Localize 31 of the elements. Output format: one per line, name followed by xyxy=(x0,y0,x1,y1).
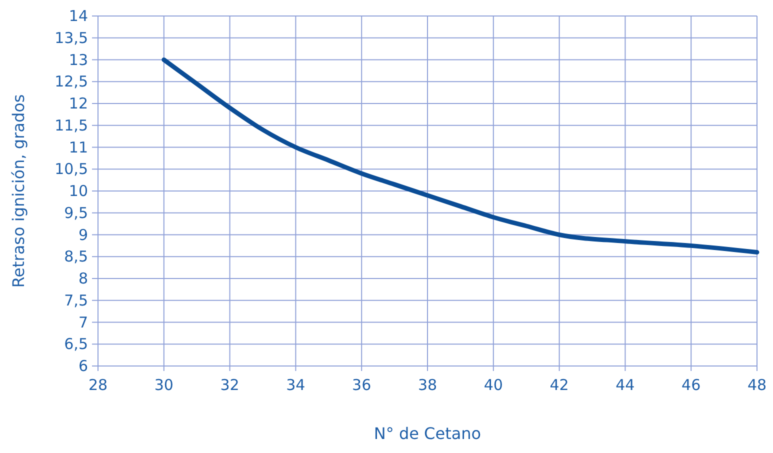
y-tick-label: 9 xyxy=(78,226,88,244)
line-series xyxy=(162,58,760,254)
y-tick-label: 13 xyxy=(68,50,88,69)
x-tick-label: 36 xyxy=(352,376,372,394)
y-tick-label: 6,5 xyxy=(64,335,88,354)
x-tick-label: 42 xyxy=(550,376,569,394)
y-tick-label: 12 xyxy=(68,94,88,112)
x-tick-label: 48 xyxy=(747,376,767,394)
y-tick-label: 12,5 xyxy=(54,72,88,91)
x-tick-label: 32 xyxy=(220,376,240,394)
x-tick-label: 44 xyxy=(616,376,635,394)
y-tick-label: 7 xyxy=(78,313,88,332)
x-tick-label: 34 xyxy=(286,376,306,394)
y-tick-label: 6 xyxy=(78,357,88,375)
x-tick-label: 40 xyxy=(484,376,503,394)
y-tick-label: 14 xyxy=(68,7,88,25)
y-tick-label: 10,5 xyxy=(54,160,88,178)
y-tick-label: 10 xyxy=(68,182,88,200)
y-tick-label: 8,5 xyxy=(64,248,88,266)
x-axis-title: N° de Cetano xyxy=(374,424,482,443)
y-tick-label: 8 xyxy=(78,270,88,288)
y-tick-label: 11 xyxy=(68,138,88,156)
y-tick-label: 11,5 xyxy=(54,116,88,134)
x-tick-label: 38 xyxy=(418,376,438,394)
y-tick-label: 9,5 xyxy=(64,204,88,222)
x-tick-label: 28 xyxy=(88,376,108,394)
y-tick-label: 7,5 xyxy=(64,291,88,310)
y-axis-title: Retraso ignición, grados xyxy=(9,94,28,288)
x-tick-label: 30 xyxy=(154,376,174,394)
x-tick-label: 46 xyxy=(682,376,701,394)
y-tick-label: 13,5 xyxy=(54,28,88,47)
